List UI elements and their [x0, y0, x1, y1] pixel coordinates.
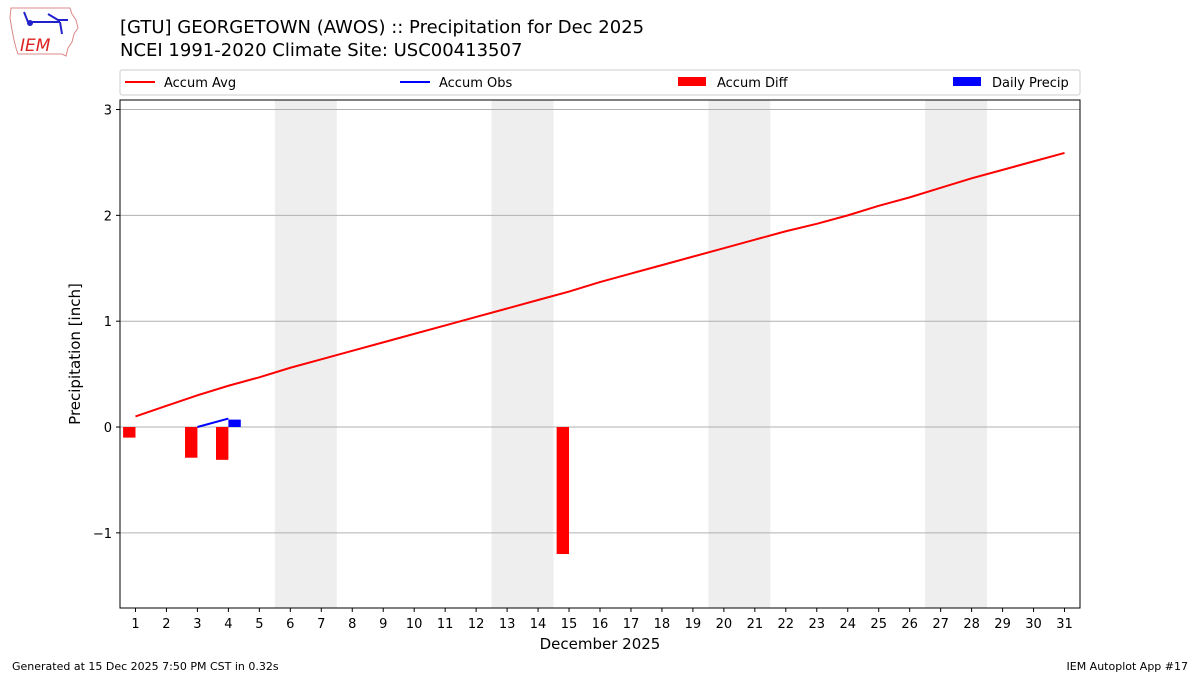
- legend-swatch: [678, 77, 706, 86]
- x-tick-label: 7: [317, 617, 325, 632]
- x-tick-label: 17: [623, 617, 640, 632]
- x-tick-label: 12: [468, 617, 485, 632]
- iem-logo: IEM: [8, 4, 80, 62]
- x-tick-label: 29: [994, 617, 1011, 632]
- x-tick-label: 3: [193, 617, 201, 632]
- legend-label: Daily Precip: [992, 76, 1069, 91]
- x-axis-label: December 2025: [540, 635, 661, 653]
- x-tick-label: 31: [1056, 617, 1073, 632]
- accum-avg-line: [135, 151, 1065, 418]
- x-tick-label: 10: [406, 617, 423, 632]
- y-tick-label: 0: [104, 421, 112, 436]
- x-tick-label: 4: [224, 617, 232, 632]
- legend-swatch: [953, 77, 981, 86]
- x-tick-label: 6: [286, 617, 294, 632]
- weekend-shade: [708, 100, 771, 608]
- x-tick-label: 23: [809, 617, 826, 632]
- y-tick-label: 2: [104, 209, 112, 224]
- footer-generated: Generated at 15 Dec 2025 7:50 PM CST in …: [12, 660, 279, 673]
- footer-app: IEM Autoplot App #17: [1066, 660, 1189, 673]
- y-axis-label: Precipitation [inch]: [66, 283, 84, 425]
- x-tick-label: 2: [162, 617, 170, 632]
- x-tick-label: 25: [870, 617, 887, 632]
- x-tick-label: 9: [379, 617, 387, 632]
- accum-diff-bar: [185, 427, 198, 458]
- x-tick-label: 30: [1025, 617, 1042, 632]
- x-tick-label: 19: [685, 617, 702, 632]
- weekend-shade: [925, 100, 988, 608]
- accum-diff-bar: [556, 427, 570, 555]
- x-tick-label: 26: [901, 617, 918, 632]
- y-tick-label: 3: [104, 104, 112, 119]
- chart-subtitle: NCEI 1991-2020 Climate Site: USC00413507: [120, 40, 523, 61]
- accum-diff-bar: [123, 427, 136, 438]
- x-tick-label: 22: [778, 617, 795, 632]
- x-tick-label: 11: [437, 617, 454, 632]
- x-tick-label: 16: [592, 617, 609, 632]
- legend-label: Accum Obs: [439, 76, 512, 91]
- x-tick-label: 15: [561, 617, 578, 632]
- chart-title: [GTU] GEORGETOWN (AWOS) :: Precipitation…: [120, 17, 645, 38]
- x-tick-label: 13: [499, 617, 516, 632]
- x-tick-label: 21: [747, 617, 764, 632]
- weekend-shade: [491, 100, 554, 608]
- daily-precip-bar: [228, 419, 241, 428]
- x-tick-label: 28: [963, 617, 980, 632]
- x-tick-label: 27: [932, 617, 949, 632]
- x-tick-label: 18: [654, 617, 671, 632]
- svg-text:IEM: IEM: [20, 36, 51, 56]
- x-tick-label: 5: [255, 617, 263, 632]
- legend: Accum Avg Accum Obs Accum Diff Daily Precip: [119, 69, 1081, 96]
- x-tick-label: 14: [530, 617, 547, 632]
- y-tick-label: −1: [93, 527, 112, 542]
- accum-obs-line: [197, 417, 229, 428]
- y-tick-label: 1: [104, 315, 112, 330]
- legend-label: Accum Diff: [717, 76, 789, 91]
- weekend-shade: [274, 100, 337, 608]
- x-tick-label: 20: [716, 617, 733, 632]
- x-tick-label: 8: [348, 617, 356, 632]
- x-tick-label: 24: [839, 617, 856, 632]
- accum-diff-bar: [216, 427, 229, 460]
- x-tick-label: 1: [131, 617, 139, 632]
- legend-label: Accum Avg: [164, 76, 236, 91]
